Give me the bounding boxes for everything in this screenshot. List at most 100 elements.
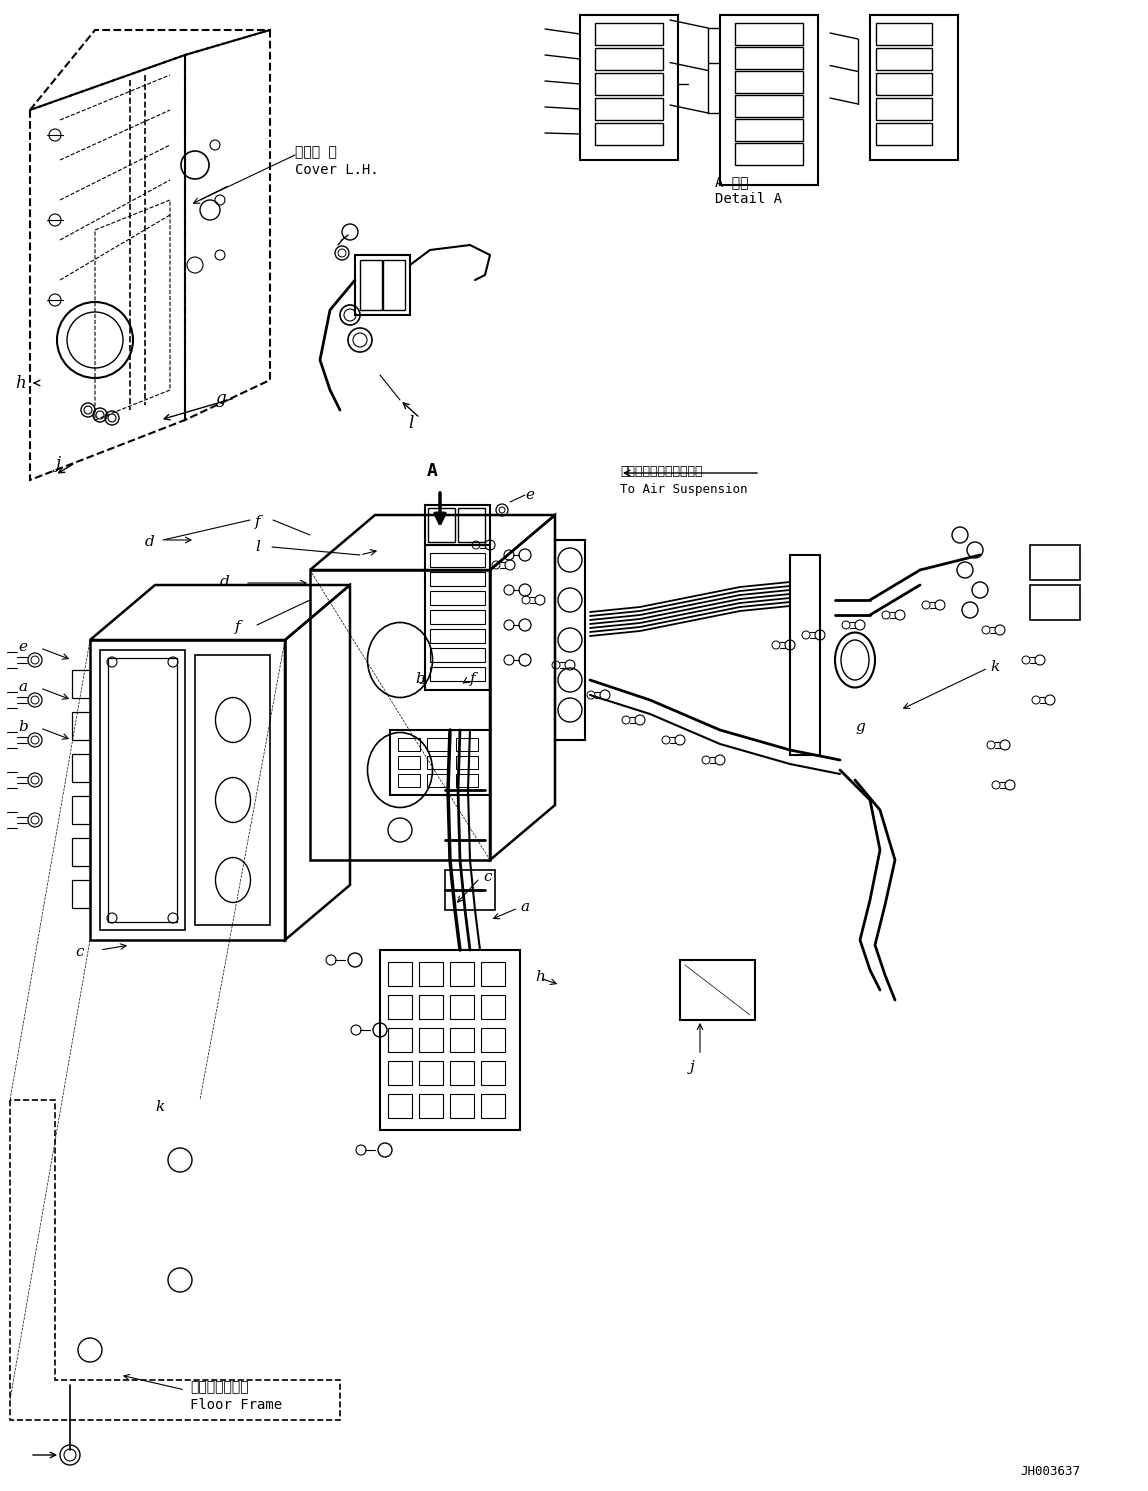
Bar	[450, 962, 474, 986]
Text: b: b	[414, 672, 425, 686]
Bar	[720, 15, 819, 185]
Bar	[398, 756, 420, 769]
Bar	[72, 713, 90, 740]
Bar	[580, 15, 678, 160]
Bar	[456, 738, 478, 751]
Bar	[876, 22, 932, 45]
Bar	[425, 505, 490, 546]
Text: a: a	[18, 680, 28, 693]
Bar	[419, 1062, 443, 1085]
Bar	[390, 731, 490, 795]
Bar	[428, 508, 455, 543]
Bar	[427, 738, 449, 751]
Text: d: d	[145, 535, 155, 549]
Bar	[425, 546, 490, 690]
Bar	[554, 540, 585, 740]
Bar	[735, 95, 802, 116]
Bar	[419, 994, 443, 1018]
Bar	[450, 1094, 474, 1118]
Bar	[72, 880, 90, 908]
Bar	[456, 756, 478, 769]
Text: g: g	[215, 391, 226, 407]
Text: l: l	[255, 540, 259, 555]
Bar	[481, 1062, 505, 1085]
Bar	[870, 15, 957, 160]
Bar	[72, 754, 90, 781]
Bar	[398, 738, 420, 751]
Bar	[72, 669, 90, 698]
Bar	[595, 122, 664, 145]
Text: f: f	[470, 672, 475, 686]
Bar	[481, 962, 505, 986]
Text: f: f	[235, 620, 241, 634]
Bar	[735, 22, 802, 45]
Bar	[310, 570, 490, 860]
Text: h: h	[535, 971, 545, 984]
Text: b: b	[18, 720, 28, 734]
Bar	[595, 73, 664, 95]
Bar	[419, 1027, 443, 1053]
Text: c: c	[75, 945, 84, 959]
Bar	[735, 143, 802, 166]
Bar	[427, 774, 449, 787]
Text: JH003637: JH003637	[1021, 1466, 1080, 1478]
Text: フロアフレーム: フロアフレーム	[191, 1381, 249, 1394]
Bar	[430, 590, 484, 605]
Text: A: A	[427, 462, 437, 480]
Bar	[450, 1062, 474, 1085]
Bar	[430, 573, 484, 586]
Bar	[430, 649, 484, 662]
Bar	[383, 259, 405, 310]
Bar	[380, 950, 520, 1130]
Bar	[427, 756, 449, 769]
Text: e: e	[525, 488, 534, 502]
Text: Detail A: Detail A	[715, 192, 782, 206]
Bar	[419, 1094, 443, 1118]
Text: g: g	[855, 720, 864, 734]
Text: j: j	[690, 1060, 695, 1074]
Text: d: d	[220, 576, 230, 589]
Text: e: e	[18, 640, 28, 655]
Text: j: j	[55, 455, 60, 473]
Text: a: a	[520, 901, 529, 914]
Text: k: k	[155, 1100, 164, 1114]
Bar	[388, 1062, 412, 1085]
Bar	[735, 119, 802, 142]
Text: Cover L.H.: Cover L.H.	[295, 163, 379, 177]
Bar	[1030, 546, 1080, 580]
Bar	[430, 629, 484, 643]
Text: Floor Frame: Floor Frame	[191, 1399, 282, 1412]
Bar	[680, 960, 755, 1020]
Bar	[388, 994, 412, 1018]
Text: l: l	[408, 414, 413, 432]
Bar	[72, 796, 90, 825]
Bar	[398, 774, 420, 787]
Text: c: c	[483, 871, 491, 884]
Bar	[876, 73, 932, 95]
Bar	[355, 255, 410, 315]
Bar	[100, 650, 185, 930]
Text: カバー 左: カバー 左	[295, 145, 336, 160]
Text: To Air Suspension: To Air Suspension	[620, 483, 747, 497]
Bar	[360, 259, 382, 310]
Bar	[430, 610, 484, 625]
Text: f: f	[255, 514, 261, 529]
Bar	[195, 655, 270, 924]
Bar	[388, 1027, 412, 1053]
Bar	[72, 838, 90, 866]
Bar	[481, 994, 505, 1018]
Text: A 詳細: A 詳細	[715, 174, 748, 189]
Bar	[876, 122, 932, 145]
Bar	[595, 98, 664, 119]
Bar	[388, 1094, 412, 1118]
Bar	[481, 1027, 505, 1053]
Bar	[1030, 584, 1080, 620]
Bar	[388, 962, 412, 986]
Bar	[790, 555, 820, 754]
Bar	[876, 48, 932, 70]
Bar	[876, 98, 932, 119]
Bar	[450, 994, 474, 1018]
Bar	[458, 508, 484, 543]
Bar	[595, 22, 664, 45]
Text: エアーサスペンションへ: エアーサスペンションへ	[620, 465, 703, 479]
